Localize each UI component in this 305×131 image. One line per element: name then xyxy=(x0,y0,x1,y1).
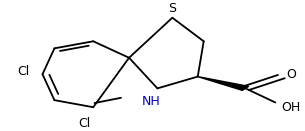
Text: O: O xyxy=(286,68,296,81)
Polygon shape xyxy=(198,77,249,90)
Text: NH: NH xyxy=(142,95,161,108)
Text: Cl: Cl xyxy=(78,117,90,130)
Text: S: S xyxy=(168,2,176,15)
Text: Cl: Cl xyxy=(17,65,29,78)
Text: OH: OH xyxy=(281,101,300,114)
